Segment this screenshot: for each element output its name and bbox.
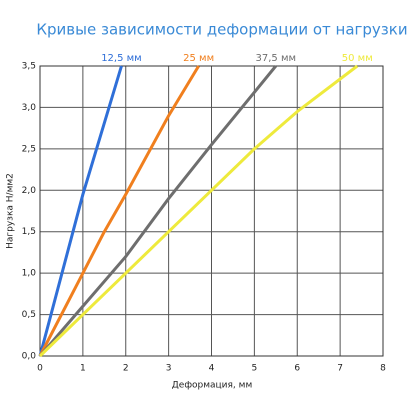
- x-tick-label: 2: [123, 364, 129, 374]
- legend-label: 50 мм: [342, 53, 373, 64]
- data-line: [38, 65, 277, 357]
- legend-label: 37,5 мм: [256, 53, 297, 64]
- y-tick-label: 3,0: [22, 103, 37, 113]
- x-tick-label: 6: [294, 364, 300, 374]
- y-tick-label: 1,0: [22, 269, 37, 279]
- x-tick-label: 4: [209, 364, 215, 374]
- x-tick-label: 1: [80, 364, 86, 374]
- data-line: [38, 64, 359, 358]
- y-tick-label: 0,5: [22, 310, 36, 320]
- x-tick-label: 5: [252, 364, 258, 374]
- x-tick-label: 0: [37, 364, 43, 374]
- x-tick-label: 8: [380, 364, 386, 374]
- plot-border: [39, 65, 384, 357]
- y-tick-label: 2,0: [22, 186, 37, 196]
- y-tick-label: 1,5: [22, 227, 36, 237]
- data-line: [38, 65, 200, 357]
- x-tick-label: 3: [166, 364, 172, 374]
- data-line: [38, 65, 123, 357]
- x-axis-label: Деформация, мм: [172, 381, 252, 391]
- legend-label: 12,5 мм: [101, 53, 142, 64]
- y-tick-label: 3,5: [22, 62, 36, 72]
- legend-label: 25 мм: [183, 53, 214, 64]
- chart-title: Кривые зависимости деформации от нагрузк…: [36, 21, 407, 39]
- y-tick-label: 2,5: [22, 144, 36, 154]
- y-tick-label: 0,0: [22, 352, 37, 362]
- y-axis-label: Нагрузка Н/мм2: [6, 173, 16, 249]
- x-tick-label: 7: [337, 364, 343, 374]
